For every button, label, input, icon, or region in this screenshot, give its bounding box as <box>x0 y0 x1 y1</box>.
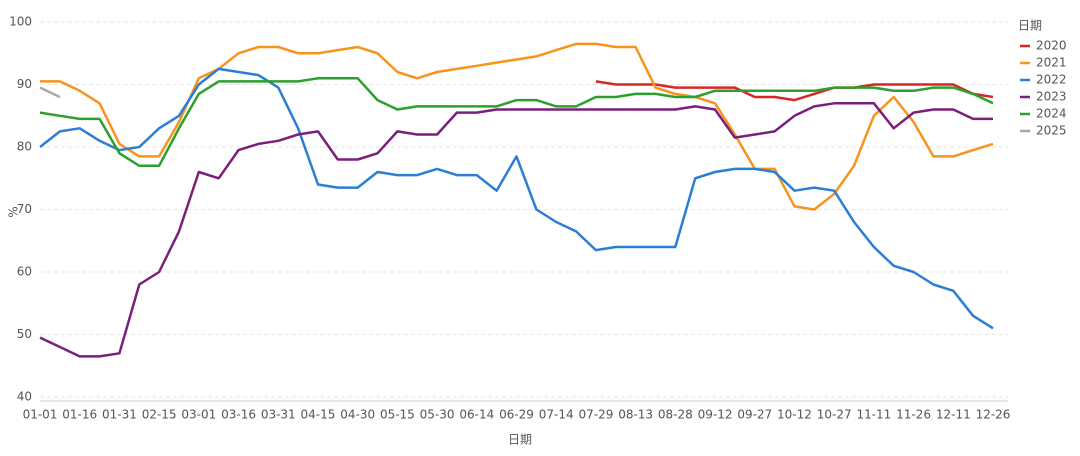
x-tick-label: 09-12 <box>698 408 733 422</box>
x-tick-label: 10-27 <box>817 408 852 422</box>
x-tick-label: 01-31 <box>102 408 137 422</box>
legend-label: 2022 <box>1036 73 1067 87</box>
y-tick-label: 60 <box>17 265 32 279</box>
y-tick-label: 100 <box>9 15 32 29</box>
x-tick-label: 11-26 <box>896 408 931 422</box>
x-tick-label: 06-14 <box>459 408 494 422</box>
legend-label: 2021 <box>1036 56 1067 70</box>
x-tick-label: 08-28 <box>658 408 693 422</box>
x-tick-label: 12-11 <box>936 408 971 422</box>
line-series <box>40 42 994 211</box>
y-tick-label: 50 <box>17 327 32 341</box>
line-series <box>39 86 61 99</box>
x-tick-label: 09-27 <box>737 408 772 422</box>
x-tick-label: 04-15 <box>301 408 336 422</box>
line-series <box>39 77 994 168</box>
x-tick-label: 03-01 <box>181 408 216 422</box>
x-tick-label: 01-01 <box>23 408 58 422</box>
y-tick-label: 90 <box>17 77 32 91</box>
x-tick-label: 06-29 <box>499 408 534 422</box>
x-axis-title: 日期 <box>508 433 532 447</box>
x-tick-label: 05-15 <box>380 408 415 422</box>
x-tick-label: 08-13 <box>618 408 653 422</box>
line-series <box>39 67 994 330</box>
line-series <box>595 80 994 102</box>
y-axis-title: % <box>7 206 21 217</box>
legend-title: 日期 <box>1018 19 1042 33</box>
legend-label: 2020 <box>1036 39 1067 53</box>
y-tick-label: 40 <box>17 390 32 404</box>
x-tick-label: 10-12 <box>777 408 812 422</box>
x-tick-label: 04-30 <box>340 408 375 422</box>
x-tick-label: 03-31 <box>261 408 296 422</box>
x-tick-label: 11-11 <box>856 408 891 422</box>
x-tick-label: 05-30 <box>420 408 455 422</box>
x-tick-label: 01-16 <box>62 408 97 422</box>
line-series <box>39 102 993 358</box>
y-tick-label: 70 <box>17 202 32 216</box>
x-tick-label: 02-15 <box>142 408 177 422</box>
x-tick-label: 03-16 <box>221 408 256 422</box>
legend-label: 2024 <box>1036 107 1067 121</box>
legend-label: 2025 <box>1036 124 1067 138</box>
legend-label: 2023 <box>1036 90 1067 104</box>
x-tick-label: 12-26 <box>976 408 1011 422</box>
y-tick-label: 80 <box>17 140 32 154</box>
x-tick-label: 07-14 <box>539 408 574 422</box>
x-tick-label: 07-29 <box>578 408 613 422</box>
